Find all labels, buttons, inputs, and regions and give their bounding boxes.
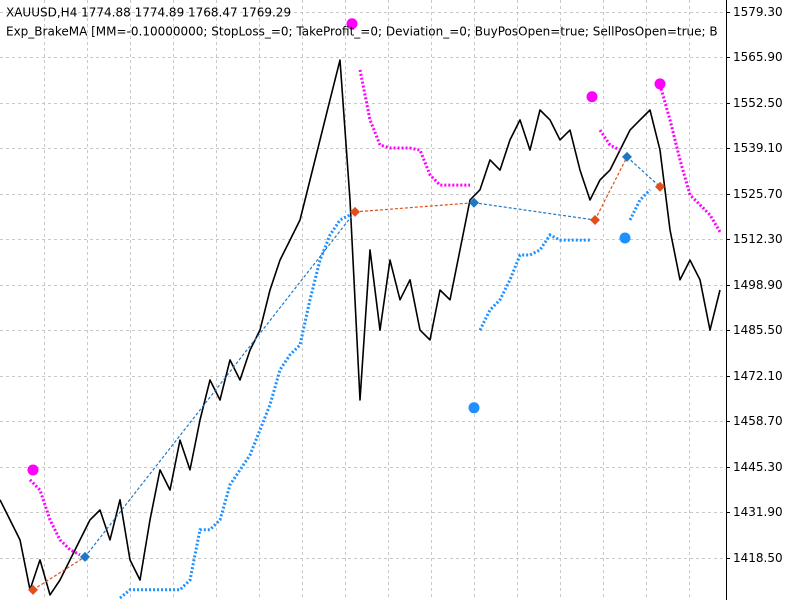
y-tick-label: 1445.30 [733, 460, 783, 474]
y-tick-label: 1431.90 [733, 505, 783, 519]
y-tick-label: 1552.50 [733, 96, 783, 110]
trade-marker [28, 584, 38, 595]
expert-info: Exp_BrakeMA [MM=-0.10000000; StopLoss_=0… [6, 25, 718, 39]
y-tick-label: 1579.30 [733, 5, 783, 19]
y-tick-label: 1512.30 [733, 232, 783, 246]
signal-dot [586, 91, 598, 103]
signal-dot [654, 78, 666, 90]
trade-line [626, 156, 661, 188]
y-tick-label: 1458.70 [733, 414, 783, 428]
trade-marker [655, 181, 665, 192]
y-tick-label: 1539.10 [733, 141, 783, 155]
stop-line [119, 188, 652, 600]
chart-title: XAUUSD,H4 1774.88 1774.89 1768.47 1769.2… [6, 6, 291, 20]
trade-line [594, 156, 628, 221]
y-tick-label: 1525.70 [733, 187, 783, 201]
trade-marker [80, 551, 90, 562]
signal-dot [346, 18, 358, 30]
trade-line [32, 556, 86, 591]
trade-line [84, 211, 356, 558]
trade-marker [350, 206, 360, 217]
y-tick-label: 1485.50 [733, 323, 783, 337]
stop-line [28, 69, 722, 557]
y-tick-label: 1565.90 [733, 50, 783, 64]
signal-dot [27, 464, 39, 476]
y-tick-label: 1472.10 [733, 369, 783, 383]
trade-line [473, 202, 596, 221]
trade-marker [590, 215, 600, 226]
signal-dot [468, 402, 480, 414]
signal-dot [619, 232, 631, 244]
trade-marker [622, 151, 632, 162]
price-line [0, 59, 721, 596]
y-tick-label: 1418.50 [733, 551, 783, 565]
y-tick-label: 1498.90 [733, 278, 783, 292]
plot-area [0, 18, 722, 600]
grid [0, 0, 726, 600]
price-scale: 1579.30 1565.90 1552.50 1539.10 1525.70 1512.… [726, 5, 783, 565]
trade-marker [469, 197, 479, 208]
header: XAUUSD,H4 1774.88 1774.89 1768.47 1769.2… [6, 6, 718, 39]
